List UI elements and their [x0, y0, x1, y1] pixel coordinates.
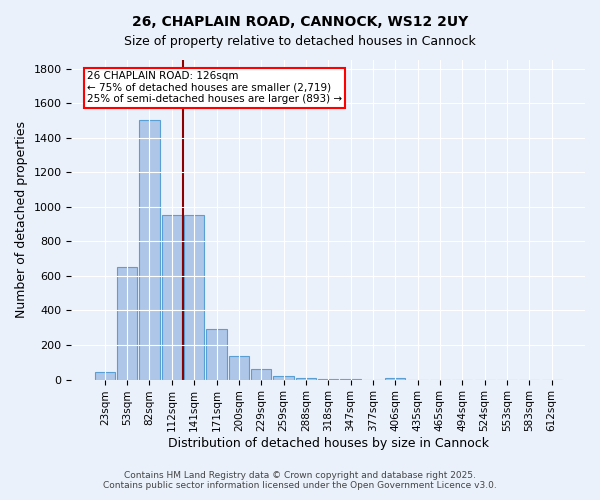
- Text: Contains HM Land Registry data © Crown copyright and database right 2025.
Contai: Contains HM Land Registry data © Crown c…: [103, 470, 497, 490]
- Bar: [229, 356, 249, 380]
- Text: Size of property relative to detached houses in Cannock: Size of property relative to detached ho…: [124, 35, 476, 48]
- Bar: [318, 379, 338, 380]
- Bar: [251, 369, 271, 380]
- Bar: [274, 376, 293, 380]
- Bar: [139, 120, 160, 380]
- Text: 26 CHAPLAIN ROAD: 126sqm
← 75% of detached houses are smaller (2,719)
25% of sem: 26 CHAPLAIN ROAD: 126sqm ← 75% of detach…: [87, 71, 342, 104]
- Bar: [296, 378, 316, 380]
- Bar: [184, 216, 204, 380]
- Bar: [95, 372, 115, 380]
- Bar: [117, 268, 137, 380]
- Bar: [385, 378, 405, 380]
- X-axis label: Distribution of detached houses by size in Cannock: Distribution of detached houses by size …: [168, 437, 489, 450]
- Bar: [162, 216, 182, 380]
- Text: 26, CHAPLAIN ROAD, CANNOCK, WS12 2UY: 26, CHAPLAIN ROAD, CANNOCK, WS12 2UY: [132, 15, 468, 29]
- Bar: [206, 330, 227, 380]
- Y-axis label: Number of detached properties: Number of detached properties: [15, 122, 28, 318]
